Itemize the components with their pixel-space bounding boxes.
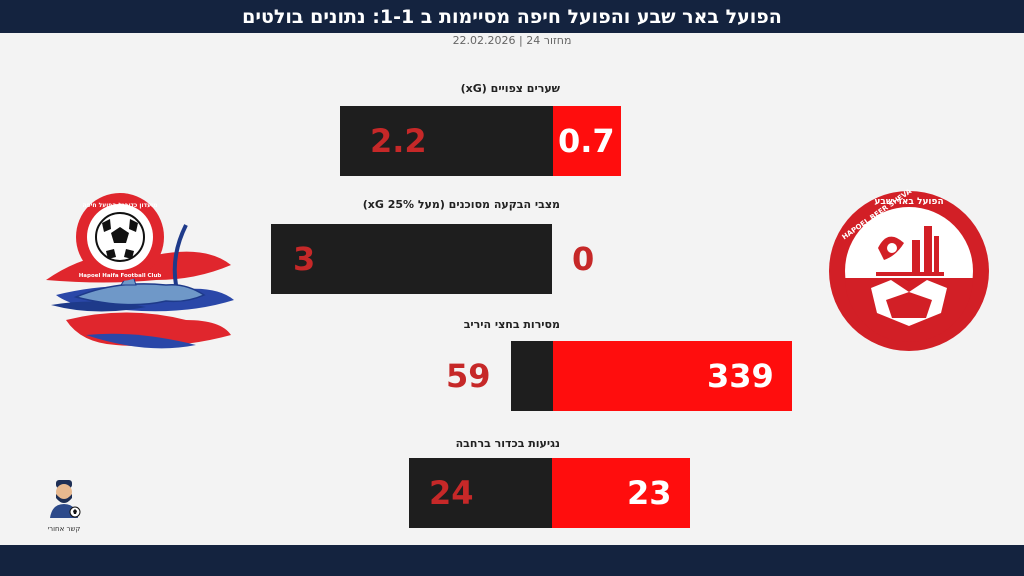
bar-beer-sheva (553, 341, 792, 411)
bar-haifa (271, 224, 552, 294)
hapoel-haifa-logo: מועדון כדורגל הפועל חיפה Hapoel Haifa Fo… (46, 193, 234, 349)
metric-label-xg: שערים צפויים (xG) (460, 82, 560, 95)
value-haifa: 59 (446, 357, 491, 395)
metric-bar-passes: 339 (511, 341, 792, 411)
author-icon (50, 480, 81, 518)
haifa-logo-text: Hapoel Haifa Football Club (79, 273, 162, 279)
metric-bar-box-touches: 24 23 (409, 458, 690, 528)
footer-bar (0, 545, 1024, 576)
beer-sheva-logo-text-he: הפועל באר-שבע (874, 197, 943, 207)
value-beer-sheva: 339 (707, 357, 774, 395)
metric-label-box-touches: נגיעות בכדור ברחבה (455, 437, 560, 450)
bar-haifa (511, 341, 553, 411)
bar-beer-sheva (552, 458, 690, 528)
bar-haifa (409, 458, 552, 528)
metric-bar-xg: 2.2 0.7 (340, 106, 621, 176)
value-beer-sheva: 0.7 (558, 122, 615, 160)
match-subtitle: מחזור 24 | 22.02.2026 (452, 34, 572, 47)
metric-label-big-chances: מצבי הבקעה מסוכנים (מעל 25% xG) (362, 198, 560, 211)
haifa-logo-text-he: מועדון כדורגל הפועל חיפה (83, 202, 158, 209)
value-haifa: 24 (429, 474, 474, 512)
metric-bar-big-chances: 3 (271, 224, 552, 294)
value-haifa: 2.2 (370, 122, 427, 160)
author-avatar: קשר אחורי (34, 478, 94, 533)
author-label: קשר אחורי (47, 525, 81, 533)
value-beer-sheva: 0 (572, 240, 595, 278)
metric-label-passes: מסירות בחצי היריב (463, 318, 560, 331)
hapoel-beer-sheva-logo: הפועל באר-שבע HAPOEL BEER SHEVA (829, 188, 989, 351)
bar-haifa (340, 106, 553, 176)
bar-beer-sheva (553, 106, 621, 176)
page-title: הפועל באר שבע והפועל חיפה מסיימות ב 1-1:… (0, 0, 1024, 33)
value-haifa: 3 (293, 240, 316, 278)
value-beer-sheva: 23 (627, 474, 672, 512)
